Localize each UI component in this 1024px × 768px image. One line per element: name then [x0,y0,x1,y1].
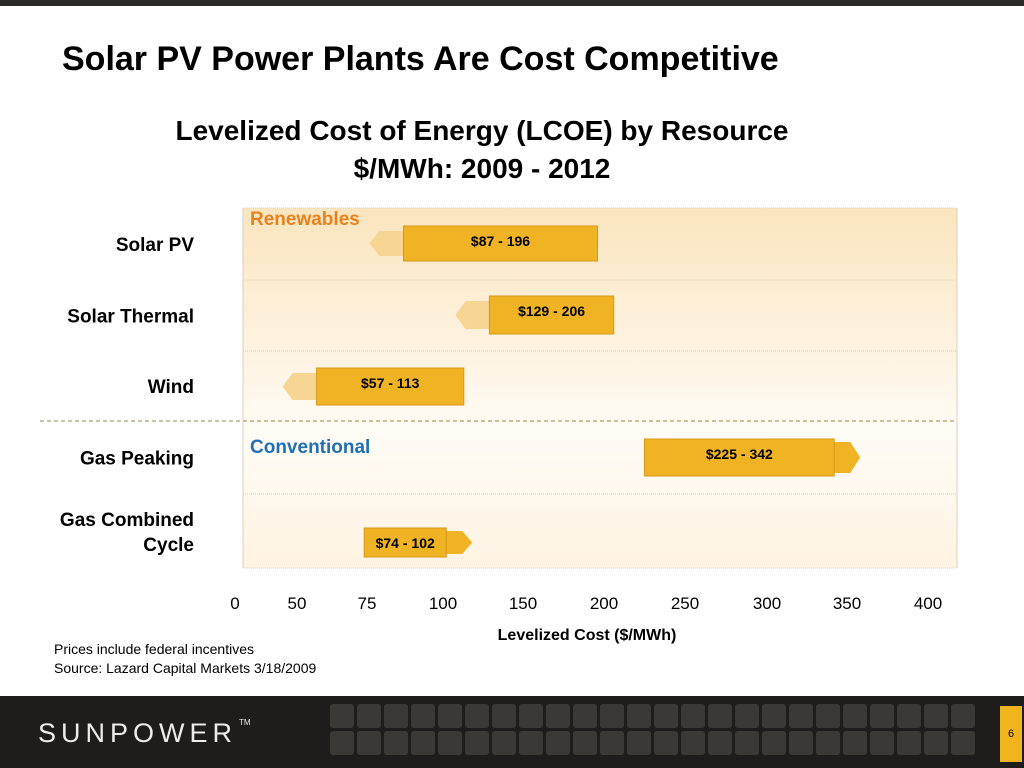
x-tick-label: 75 [358,594,377,613]
x-tick-label: 0 [230,594,239,613]
chart-title-line-1: Levelized Cost of Energy (LCOE) by Resou… [175,115,789,146]
bar-label-gas-combined-cycle: $74 - 102 [376,535,435,551]
x-tick-label: 400 [914,594,942,613]
solar-panel-cell [708,731,732,755]
x-tick-label: 200 [590,594,618,613]
solar-panel-cell [411,731,435,755]
solar-panel-cell [627,731,651,755]
chart-title-line-2: $/MWh: 2009 - 2012 [353,153,611,184]
sunpower-logo: SUNPOWER TM [38,718,251,749]
solar-panel-cell [816,731,840,755]
solar-panel-cell [735,704,759,728]
solar-panel-cell [546,731,570,755]
solar-panel-cell [843,731,867,755]
solar-panel-cell [951,731,975,755]
solar-panel-cell [681,704,705,728]
solar-panel-cell [384,731,408,755]
trend-arrow-solar-thermal [455,301,490,329]
solar-panel-cell [627,704,651,728]
lcoe-chart: Renewables Conventional Solar PV Solar The… [40,207,958,644]
solar-panel-cell [492,731,516,755]
bar-solar-pv [402,225,599,262]
solar-panel-cell [681,731,705,755]
solar-panel-cell [708,704,732,728]
bar-label-solar-thermal: $129 - 206 [518,303,585,319]
solar-panel-cell [654,731,678,755]
trend-arrow-wind [282,373,317,400]
solar-panel-cell [924,731,948,755]
footnotes: Prices include federal incentives Source… [54,640,316,678]
x-tick-label: 50 [288,594,307,613]
note-incentives: Prices include federal incentives [54,641,254,657]
solar-panel-cell [357,704,381,728]
solar-panel-cell [897,731,921,755]
category-label-wind: Wind [148,377,194,398]
footer-bar: SUNPOWER TM [0,696,1024,768]
solar-panel-cell [762,731,786,755]
solar-panel-cell [870,731,894,755]
solar-panel-cell [438,704,462,728]
solar-panel-cell [573,731,597,755]
solar-panel-cell [330,731,354,755]
category-label-gas-combined-cycle: Gas Combined Cycle [60,510,194,556]
x-tick-label: 250 [671,594,699,613]
top-bar [0,0,1024,6]
bar-label-solar-pv: $87 - 196 [471,233,530,249]
solar-panel-cell [465,704,489,728]
x-tick-label: 300 [753,594,781,613]
solar-panel-cell [465,731,489,755]
trend-arrow-solar-pv [369,231,404,256]
solar-panel-cell [816,704,840,728]
solar-panel-cell [870,704,894,728]
trend-arrow-gas-combined-cycle [446,531,473,554]
logo-text: SUNPOWER [38,718,238,748]
solar-panel-cell [492,704,516,728]
solar-panel-cell [924,704,948,728]
solar-panel-cell [573,704,597,728]
solar-panel-cell [519,704,543,728]
x-tick-label: 150 [509,594,537,613]
solar-panel-cell [789,731,813,755]
solar-panel-cell [600,731,624,755]
note-source: Source: Lazard Capital Markets 3/18/2009 [54,660,317,676]
solar-panel-cell [411,704,435,728]
bar-gas-combined-cycle [363,527,447,558]
solar-panel-cell [384,704,408,728]
solar-panel-cell [789,704,813,728]
solar-panel-cell [654,704,678,728]
chart-title: Levelized Cost of Energy (LCOE) by Resou… [0,112,964,188]
x-tick-label: 350 [833,594,861,613]
x-tick-label: 100 [429,594,457,613]
solar-panel-cell [330,704,354,728]
category-label-solar-pv: Solar PV [116,235,194,256]
x-axis-label: Levelized Cost ($/MWh) [498,627,677,644]
group-label-renewables: Renewables [250,209,360,230]
solar-panel-cell [438,731,462,755]
group-label-conventional: Conventional [250,437,370,458]
trademark-mark: TM [239,718,251,727]
solar-panel-cell [546,704,570,728]
bar-wind [316,367,465,406]
bar-label-wind: $57 - 113 [361,375,420,391]
bar-solar-thermal [488,295,615,335]
bar-gas-peaking [644,438,835,477]
bar-label-gas-peaking: $225 - 342 [706,446,773,462]
solar-panel-cell [951,704,975,728]
solar-panel-cell [735,731,759,755]
slide-number: 6 [1000,706,1022,762]
solar-panel-cell [762,704,786,728]
solar-panel-cell [897,704,921,728]
solar-panel-cell [600,704,624,728]
trend-arrow-gas-peaking [834,442,861,473]
category-label-gas-peaking: Gas Peaking [80,449,194,470]
solar-panel-cell [357,731,381,755]
page-title: Solar PV Power Plants Are Cost Competiti… [62,40,779,78]
category-label-solar-thermal: Solar Thermal [67,307,194,328]
solar-panel-cell [843,704,867,728]
solar-panel-cell [519,731,543,755]
solar-panel-pattern [330,704,975,755]
